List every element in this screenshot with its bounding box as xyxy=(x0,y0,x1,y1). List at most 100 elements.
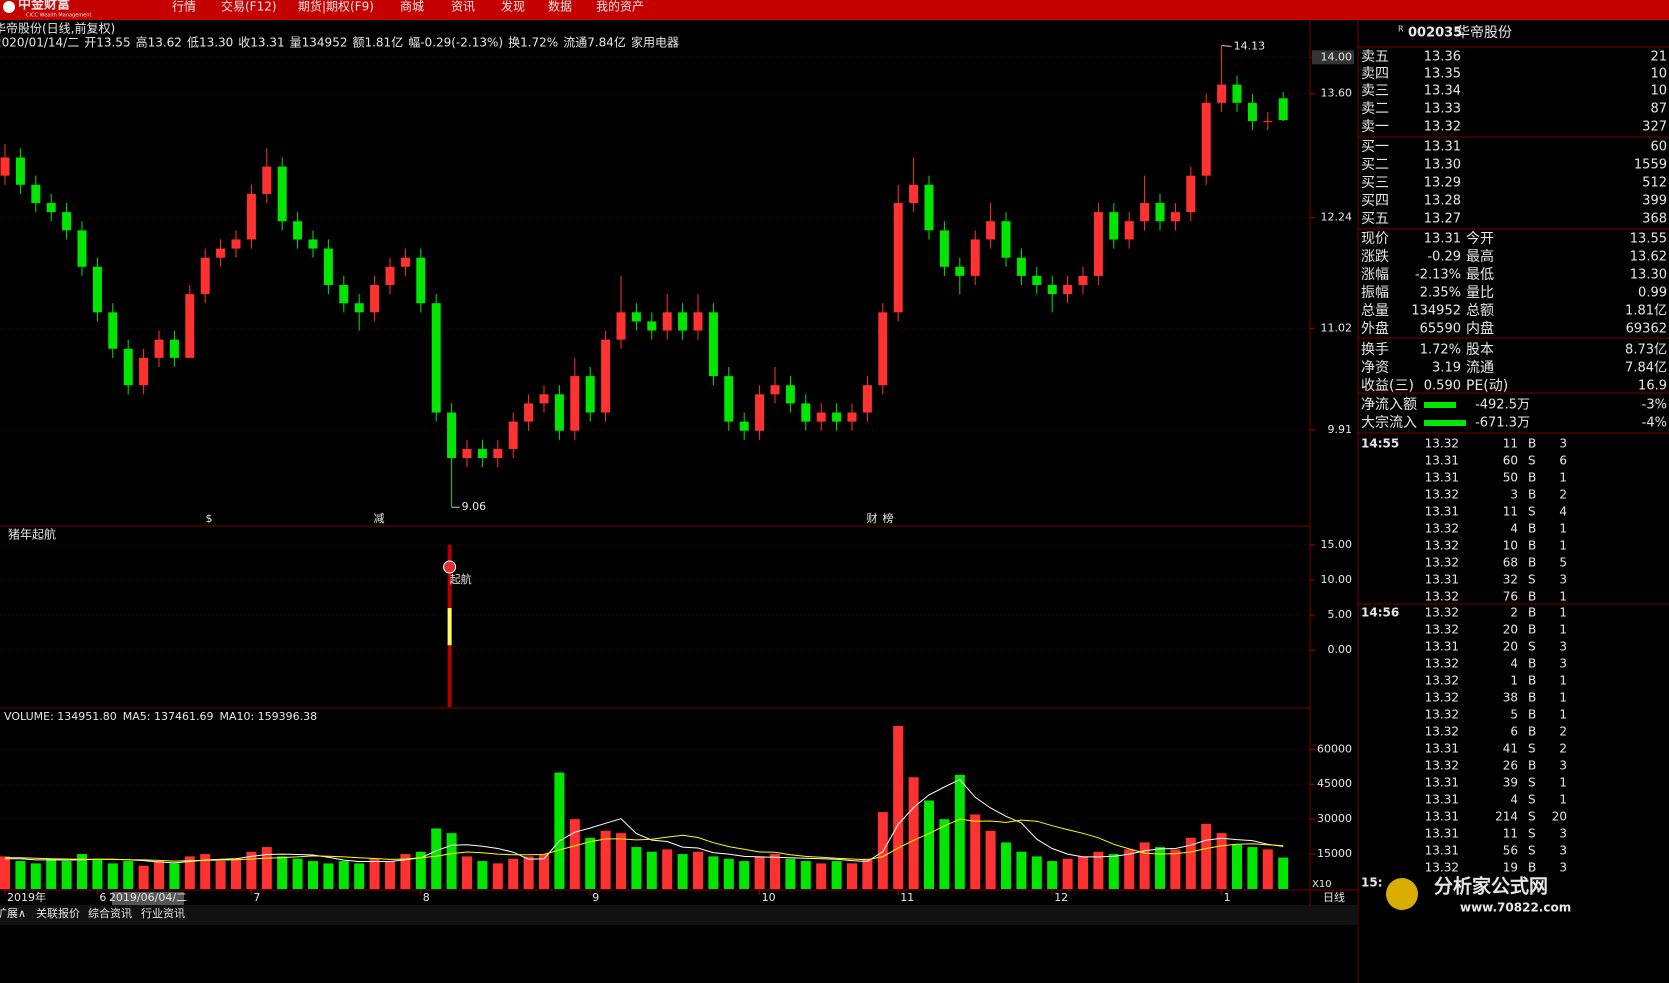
flow-label: 净流入额 xyxy=(1361,397,1417,413)
candle-body xyxy=(708,312,718,377)
order-label: 卖四 xyxy=(1361,66,1389,82)
ma-line xyxy=(5,778,1284,864)
candle-body xyxy=(185,294,195,358)
candle-body xyxy=(1140,203,1150,222)
candle-body xyxy=(1186,175,1196,213)
menu-bar xyxy=(0,0,1669,20)
candle-body xyxy=(1217,84,1227,103)
candle-body xyxy=(970,239,980,276)
volume-bar xyxy=(508,858,519,889)
stat-label: PE(动) xyxy=(1466,378,1508,394)
y-tick-label: 60000 xyxy=(1317,742,1352,755)
trade-side: B xyxy=(1528,488,1536,502)
trade-side: S xyxy=(1528,454,1536,468)
menu-item[interactable]: 数据 xyxy=(548,0,572,14)
candle-body xyxy=(123,348,133,386)
candle-body xyxy=(847,412,857,422)
stat-label: 最高 xyxy=(1466,248,1494,265)
volume-bar xyxy=(893,726,904,889)
trade-count: 3 xyxy=(1559,640,1567,654)
candle-body xyxy=(400,257,410,267)
candle-body xyxy=(1032,275,1042,285)
bottom-tab[interactable]: 行业资讯 xyxy=(141,907,185,920)
candle-body xyxy=(508,421,518,449)
trade-count: 3 xyxy=(1559,861,1567,875)
trade-price: 13.31 xyxy=(1425,471,1459,485)
trade-side: B xyxy=(1528,861,1536,875)
volume-bar xyxy=(1062,858,1073,889)
trade-side: B xyxy=(1528,708,1536,722)
trade-count: 3 xyxy=(1559,827,1567,841)
trade-side: S xyxy=(1528,793,1536,807)
x-tick-label: 1 xyxy=(1224,891,1231,904)
trade-side: B xyxy=(1528,522,1536,536)
stock-name: 华帝股份 xyxy=(1456,25,1512,41)
bottom-tab[interactable]: 扩展∧ xyxy=(0,906,26,920)
volume-bar xyxy=(246,851,257,889)
candle-body xyxy=(31,184,41,204)
volume-bar xyxy=(631,847,642,889)
cursor-date-box xyxy=(112,892,184,905)
candle-body xyxy=(1170,212,1180,222)
flow-value: -671.3万 xyxy=(1475,416,1530,431)
menu-item[interactable]: 资讯 xyxy=(451,0,475,14)
quote-item: 量134952 xyxy=(290,36,348,50)
candle-body xyxy=(339,285,349,304)
bottom-tab[interactable]: 综合资讯 xyxy=(88,906,132,920)
volume-bar xyxy=(816,863,827,889)
candle-body xyxy=(354,303,364,313)
signal-highlight xyxy=(447,608,452,646)
event-marker: 财 xyxy=(867,511,878,525)
trade-count: 4 xyxy=(1559,505,1567,519)
volume-bar xyxy=(1201,823,1212,889)
volume-header: MA10: 159396.38 xyxy=(219,710,317,723)
volume-bar xyxy=(1047,861,1058,889)
order-label: 卖五 xyxy=(1361,49,1389,65)
volume-bar xyxy=(477,861,488,889)
trade-count: 1 xyxy=(1559,776,1567,790)
trade-volume: 20 xyxy=(1503,640,1518,654)
volume-bar xyxy=(1216,833,1227,889)
trade-count: 6 xyxy=(1559,454,1567,468)
volume-bar xyxy=(939,819,950,889)
trade-side: S xyxy=(1528,810,1536,824)
menu-item[interactable]: 商城 xyxy=(400,0,424,14)
order-label: 买四 xyxy=(1361,193,1389,209)
volume-bar xyxy=(662,849,673,889)
stat-label: 换手 xyxy=(1361,341,1389,358)
trade-price: 13.32 xyxy=(1425,590,1459,604)
menu-item[interactable]: 行情 xyxy=(172,0,196,14)
tab-bar xyxy=(0,905,1358,925)
menu-item[interactable]: 我的资产 xyxy=(596,0,644,14)
low-annotation: 9.06 xyxy=(462,500,487,513)
candle-body xyxy=(323,248,333,285)
bottom-tab[interactable]: 关联报价 xyxy=(36,906,80,920)
candle-body xyxy=(1232,84,1242,103)
trade-side: B xyxy=(1528,606,1536,620)
stat-value: 13.62 xyxy=(1630,250,1667,265)
trade-volume: 60 xyxy=(1503,454,1518,468)
order-label: 卖二 xyxy=(1361,101,1389,117)
menu-item[interactable]: 期货|期权(F9) xyxy=(298,0,374,14)
order-volume: 10 xyxy=(1650,84,1667,99)
trade-volume: 5 xyxy=(1510,708,1518,722)
trade-price: 13.31 xyxy=(1425,640,1459,654)
stat-label: 总量 xyxy=(1361,303,1389,319)
period-label[interactable]: 日线 xyxy=(1323,890,1345,904)
y-tick-label: 14.00 xyxy=(1321,50,1353,63)
trade-side: S xyxy=(1528,742,1536,756)
indicator-title: 猪年起航 xyxy=(8,527,56,542)
trade-volume: 4 xyxy=(1510,657,1518,671)
high-annotation: 14.13 xyxy=(1234,39,1266,52)
trade-side: B xyxy=(1528,471,1536,485)
menu-item[interactable]: 交易(F12) xyxy=(221,0,277,14)
trade-price: 13.32 xyxy=(1425,725,1459,739)
candle-body xyxy=(1247,102,1257,122)
trade-side: B xyxy=(1528,556,1536,570)
quote-item: 开13.55 xyxy=(84,36,130,50)
trade-price: 13.32 xyxy=(1425,539,1459,553)
candle-body xyxy=(293,221,303,240)
menu-item[interactable]: 发现 xyxy=(501,0,525,14)
order-label: 买二 xyxy=(1361,157,1389,173)
